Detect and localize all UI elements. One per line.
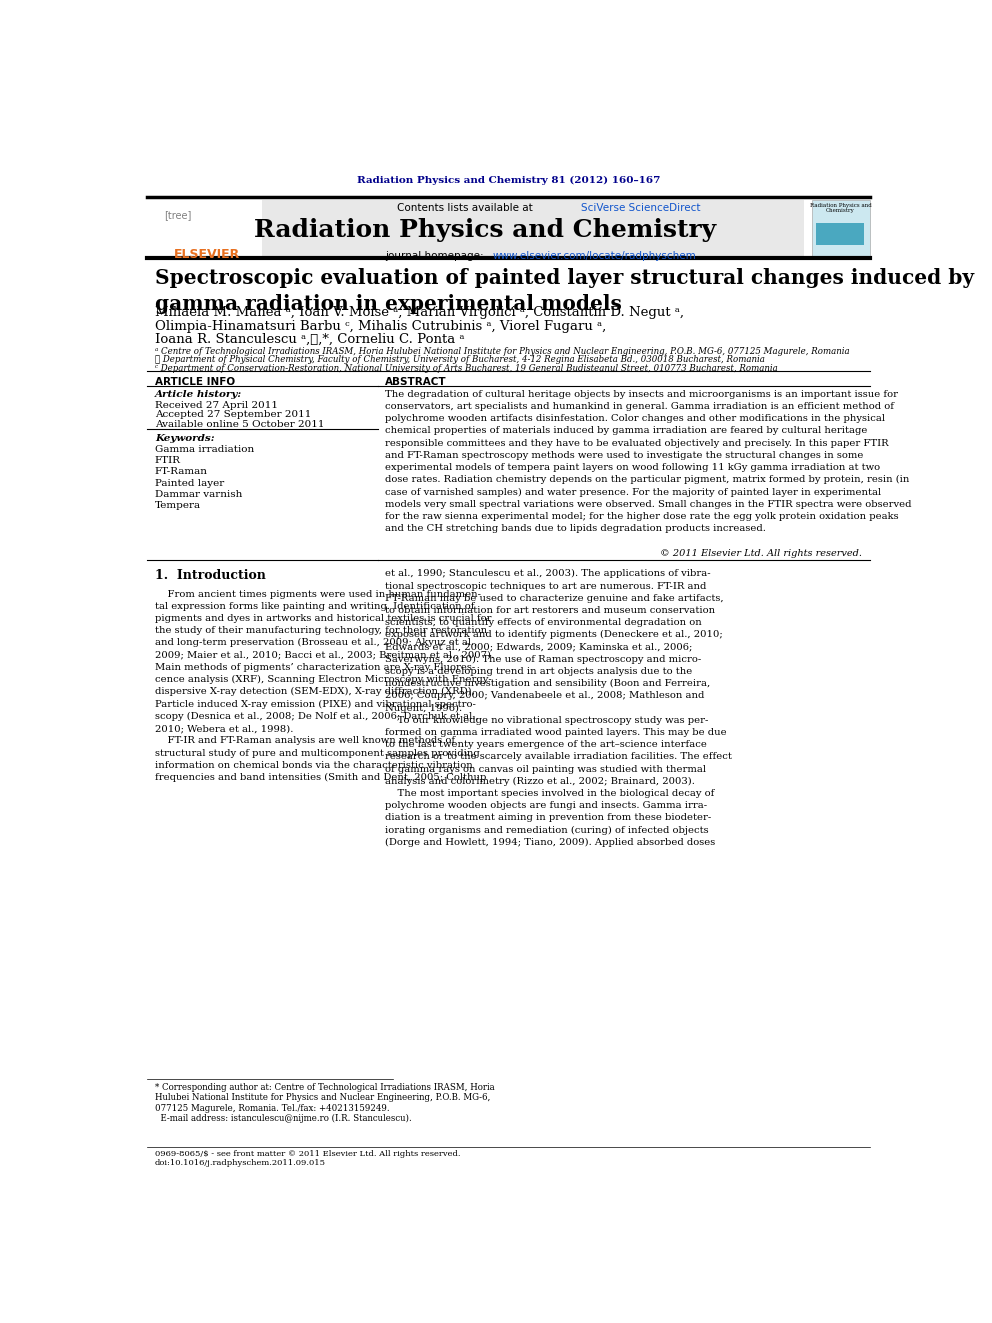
- Text: Radiation Physics and Chemistry: Radiation Physics and Chemistry: [254, 218, 716, 242]
- Text: 0969-8065/$ - see front matter © 2011 Elsevier Ltd. All rights reserved.
doi:10.: 0969-8065/$ - see front matter © 2011 El…: [155, 1150, 460, 1167]
- Text: et al., 1990; Stanculescu et al., 2003). The applications of vibra-
tional spect: et al., 1990; Stanculescu et al., 2003).…: [386, 569, 732, 847]
- Text: SciVerse ScienceDirect: SciVerse ScienceDirect: [581, 202, 701, 213]
- Text: * Corresponding author at: Centre of Technological Irradiations IRASM, Horia
Hul: * Corresponding author at: Centre of Tec…: [155, 1082, 494, 1123]
- Text: ᵃ Centre of Technological Irradiations IRASM, Horia Hulubei National Institute f: ᵃ Centre of Technological Irradiations I…: [155, 347, 849, 356]
- FancyBboxPatch shape: [147, 200, 805, 255]
- Text: ᶜ Department of Conservation-Restoration, National University of Arts Bucharest,: ᶜ Department of Conservation-Restoration…: [155, 364, 778, 373]
- Text: Radiation Physics and Chemistry 81 (2012) 160–167: Radiation Physics and Chemistry 81 (2012…: [357, 176, 660, 185]
- Text: [tree]: [tree]: [164, 209, 191, 220]
- Text: ARTICLE INFO: ARTICLE INFO: [155, 377, 235, 386]
- Text: Article history:: Article history:: [155, 390, 242, 400]
- Text: ELSEVIER: ELSEVIER: [174, 249, 240, 262]
- Text: Olimpia-Hinamatsuri Barbu ᶜ, Mihalis Cutrubinis ᵃ, Viorel Fugaru ᵃ,: Olimpia-Hinamatsuri Barbu ᶜ, Mihalis Cut…: [155, 320, 606, 332]
- Text: The degradation of cultural heritage objects by insects and microorganisms is an: The degradation of cultural heritage obj…: [386, 390, 912, 533]
- Text: Accepted 27 September 2011: Accepted 27 September 2011: [155, 410, 311, 419]
- Text: Spectroscopic evaluation of painted layer structural changes induced by
gamma ra: Spectroscopic evaluation of painted laye…: [155, 267, 974, 314]
- Text: Painted layer: Painted layer: [155, 479, 224, 488]
- Text: Available online 5 October 2011: Available online 5 October 2011: [155, 419, 324, 429]
- Text: Dammar varnish: Dammar varnish: [155, 490, 242, 499]
- FancyBboxPatch shape: [147, 200, 262, 255]
- Text: Ioana R. Stanculescu ᵃ,ᶇ,*, Corneliu C. Ponta ᵃ: Ioana R. Stanculescu ᵃ,ᶇ,*, Corneliu C. …: [155, 333, 464, 345]
- Text: www.elsevier.com/locate/radphyschem: www.elsevier.com/locate/radphyschem: [493, 251, 696, 262]
- Text: From ancient times pigments were used in human fundamen-
tal expression forms li: From ancient times pigments were used in…: [155, 590, 494, 782]
- Text: ABSTRACT: ABSTRACT: [386, 377, 447, 386]
- Text: Received 27 April 2011: Received 27 April 2011: [155, 401, 278, 410]
- Text: journal homepage:: journal homepage:: [386, 251, 487, 262]
- Text: © 2011 Elsevier Ltd. All rights reserved.: © 2011 Elsevier Ltd. All rights reserved…: [660, 549, 862, 558]
- FancyBboxPatch shape: [812, 200, 870, 255]
- Text: Keywords:: Keywords:: [155, 434, 214, 443]
- Text: Radiation Physics and
Chemistry: Radiation Physics and Chemistry: [809, 202, 871, 213]
- Text: Contents lists available at: Contents lists available at: [397, 202, 536, 213]
- Text: FTIR: FTIR: [155, 456, 181, 466]
- Text: Gamma irradiation: Gamma irradiation: [155, 445, 254, 454]
- Text: 1.  Introduction: 1. Introduction: [155, 569, 266, 582]
- Text: ᶇ Department of Physical Chemistry, Faculty of Chemistry, University of Buchares: ᶇ Department of Physical Chemistry, Facu…: [155, 356, 765, 364]
- FancyBboxPatch shape: [815, 224, 864, 245]
- Text: Tempera: Tempera: [155, 501, 200, 511]
- Text: FT-Raman: FT-Raman: [155, 467, 207, 476]
- Text: Mihaela M. Manea ᵃ, Ioan V. Moise ᵃ, Marian Virgolici ᵃ, Constantin D. Negut ᵃ,: Mihaela M. Manea ᵃ, Ioan V. Moise ᵃ, Mar…: [155, 307, 683, 319]
